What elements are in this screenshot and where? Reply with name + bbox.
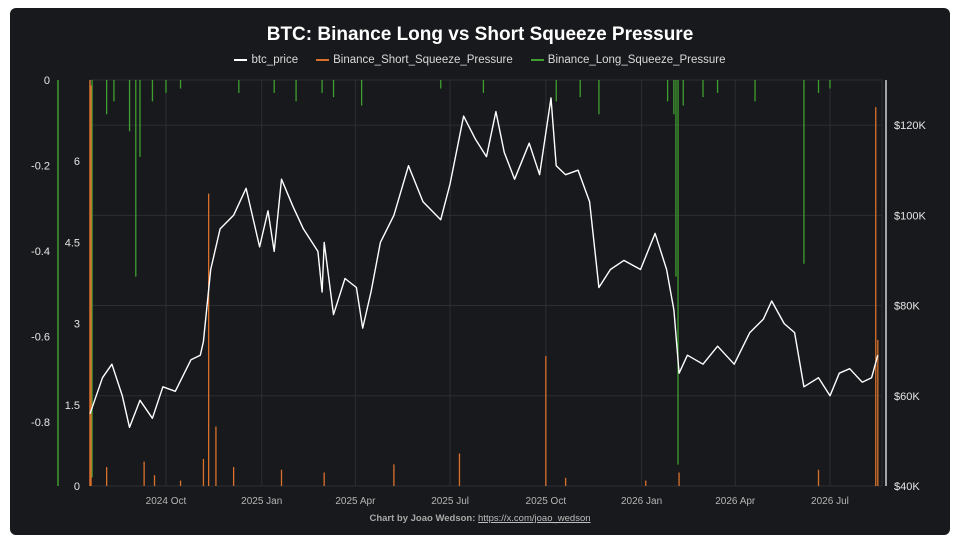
chart-title: BTC: Binance Long vs Short Squeeze Press… <box>266 24 694 45</box>
short-axis-tick-label: 3 <box>74 319 80 331</box>
price-axis-tick-label: $120K <box>894 120 926 132</box>
legend-swatch-short-squeeze <box>316 59 330 61</box>
long-axis-tick-label: 0 <box>44 75 50 87</box>
legend-label-btc-price: btc_price <box>251 54 299 66</box>
price-axis-tick-label: $60K <box>894 391 920 403</box>
x-tick-label: 2025 Jan <box>241 496 282 507</box>
short-axis-tick-label: 4.5 <box>65 237 80 249</box>
chart-footer: Chart by Joao Wedson: https://x.com/joao… <box>10 513 950 524</box>
price-axis-tick-label: $100K <box>894 210 926 222</box>
legend-item-btc-price[interactable]: btc_price <box>234 54 298 66</box>
x-tick-label: 2026 Jan <box>621 496 662 507</box>
btc-price-line <box>89 97 879 429</box>
legend-swatch-btc-price <box>234 59 248 61</box>
short-axis-tick-label: 0 <box>74 481 80 493</box>
plot-area: 2024 Oct 2025 Jan 2025 Apr 2025 Jul 2025 Oct… <box>31 75 926 507</box>
chart-card: BTC: Binance Long vs Short Squeeze Press… <box>10 8 950 535</box>
legend-label-long-squeeze: Binance_Long_Squeeze_Pressure <box>547 54 726 66</box>
long-axis-tick-label: -0.8 <box>31 417 50 429</box>
x-tick-label: 2025 Jul <box>431 496 469 507</box>
chart-legend: btc_price Binance_Short_Squeeze_Pressure… <box>10 54 950 66</box>
short-axis-tick-label: 1.5 <box>65 400 80 412</box>
long-axis-tick-label: -0.2 <box>31 160 50 172</box>
x-tick-label: 2026 Jul <box>811 496 849 507</box>
price-axis-tick-label: $40K <box>894 481 920 493</box>
x-tick-label: 2025 Oct <box>526 496 567 507</box>
x-tick-label: 2026 Apr <box>715 496 756 507</box>
legend-label-short-squeeze: Binance_Short_Squeeze_Pressure <box>333 54 513 66</box>
price-axis-tick-label: $80K <box>894 301 920 313</box>
legend-swatch-long-squeeze <box>530 59 544 61</box>
x-tick-label: 2024 Oct <box>146 496 187 507</box>
x-tick-label: 2025 Apr <box>335 496 376 507</box>
long-axis-tick-label: -0.6 <box>31 331 50 343</box>
legend-item-long-squeeze[interactable]: Binance_Long_Squeeze_Pressure <box>530 54 726 66</box>
legend-item-short-squeeze[interactable]: Binance_Short_Squeeze_Pressure <box>316 54 513 66</box>
long-axis-tick-label: -0.4 <box>31 246 50 258</box>
short-axis-tick-label: 6 <box>74 156 80 168</box>
footer-credit: Chart by Joao Wedson: <box>369 513 476 524</box>
footer-link[interactable]: https://x.com/joao_wedson <box>478 513 591 524</box>
